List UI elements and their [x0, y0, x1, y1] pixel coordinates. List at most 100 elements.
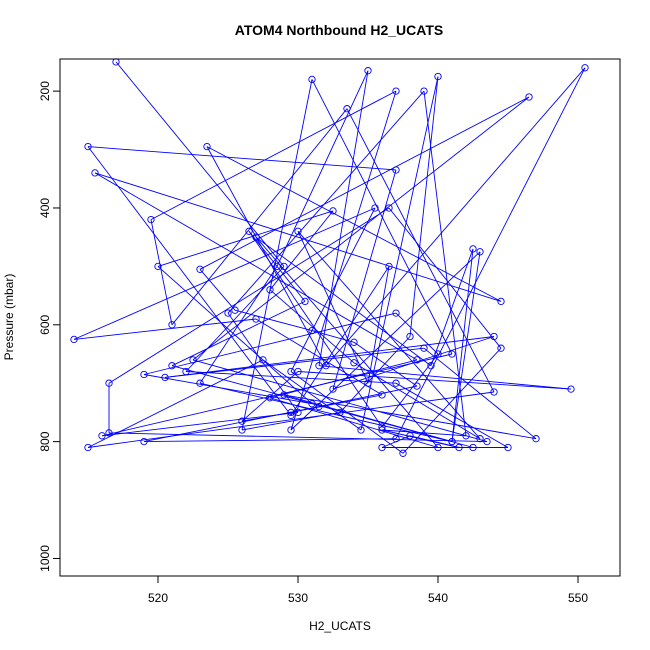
data-point [462, 432, 470, 440]
data-point [140, 370, 148, 379]
series-segment [318, 365, 572, 390]
data-point [329, 385, 337, 393]
data-point [196, 265, 204, 273]
data-point [392, 87, 400, 95]
series-segment [164, 347, 425, 378]
chart-title: ATOM4 Northbound H2_UCATS [235, 22, 443, 38]
data-point [392, 166, 400, 174]
series-segment [108, 207, 390, 384]
series-segment [332, 169, 397, 390]
series-segment [164, 336, 495, 378]
series-segment [150, 219, 173, 325]
data-point [476, 248, 484, 256]
series-segment [206, 146, 502, 302]
data-point [448, 350, 456, 358]
data-point [434, 443, 442, 452]
plot-frame [59, 58, 621, 577]
data-point [294, 367, 302, 376]
data-point [378, 426, 386, 434]
data-point [525, 93, 533, 101]
series-segment [269, 289, 355, 364]
series-segment [255, 318, 383, 396]
series-segment [101, 353, 453, 437]
data-point [434, 350, 442, 358]
data-point [336, 408, 344, 417]
data-point [392, 435, 400, 443]
data-point [490, 332, 498, 341]
data-point [385, 204, 393, 212]
y-tick-label: 600 [38, 314, 52, 334]
data-point [308, 400, 316, 408]
data-point [350, 338, 358, 346]
data-point [476, 435, 484, 443]
y-tick-label: 800 [38, 431, 52, 451]
series-segment [297, 371, 572, 390]
series-segment [290, 207, 376, 372]
series-segment [115, 61, 285, 267]
data-point [420, 344, 428, 352]
series-segment [395, 312, 439, 355]
series-segment [367, 266, 390, 384]
data-point [280, 262, 288, 271]
data-point [294, 227, 302, 235]
series-segment [332, 336, 495, 390]
series-segment [157, 210, 334, 267]
data-point [182, 367, 190, 376]
series-segment [290, 90, 397, 431]
data-point [406, 332, 414, 341]
series-layer [73, 61, 586, 454]
data-point [308, 75, 316, 84]
data-point [364, 379, 372, 387]
y-axis-label: Pressure (mbar) [2, 274, 16, 361]
series-segment [192, 359, 488, 443]
data-point [385, 262, 393, 271]
y-tick-label: 400 [38, 198, 52, 218]
series-segment [87, 146, 397, 171]
series-segment [409, 76, 439, 337]
series-segment [325, 67, 586, 366]
data-point [392, 309, 400, 317]
data-point [308, 326, 316, 335]
series-segment [311, 79, 453, 355]
data-point [343, 105, 351, 113]
data-point [490, 388, 498, 396]
x-tick-label: 520 [148, 591, 168, 605]
series-segment [402, 347, 502, 454]
series-segment [150, 90, 397, 220]
data-point [203, 142, 211, 151]
series-segment [143, 438, 397, 443]
data-point [497, 297, 505, 306]
data-point [273, 262, 281, 271]
x-axis: 520 530 540 550 [148, 576, 588, 605]
data-point [287, 408, 295, 417]
series-segment [227, 90, 425, 314]
series-segment [290, 251, 481, 431]
data-point [168, 362, 176, 370]
series-segment [388, 207, 502, 349]
data-point [427, 362, 435, 370]
y-axis: 200 400 600 800 1000 [38, 81, 60, 572]
data-point [287, 426, 295, 434]
data-point [378, 443, 386, 452]
data-point [350, 359, 358, 367]
data-point [105, 379, 113, 387]
data-point [280, 391, 288, 399]
series-segment [241, 79, 313, 431]
x-tick-label: 530 [288, 591, 308, 605]
series-segment [108, 432, 488, 443]
y-tick-label: 200 [38, 81, 52, 101]
series-segment [234, 309, 313, 332]
data-point [364, 67, 372, 75]
series-segment [423, 347, 537, 440]
x-axis-label: H2_UCATS [309, 619, 371, 633]
data-point [266, 286, 274, 294]
data-point [245, 227, 253, 235]
data-point [315, 402, 323, 411]
marker-layer [70, 58, 589, 457]
series-segment [248, 231, 306, 302]
x-tick-label: 540 [428, 591, 448, 605]
series-segment [255, 236, 439, 448]
data-point [567, 385, 575, 393]
series-segment [269, 210, 334, 291]
